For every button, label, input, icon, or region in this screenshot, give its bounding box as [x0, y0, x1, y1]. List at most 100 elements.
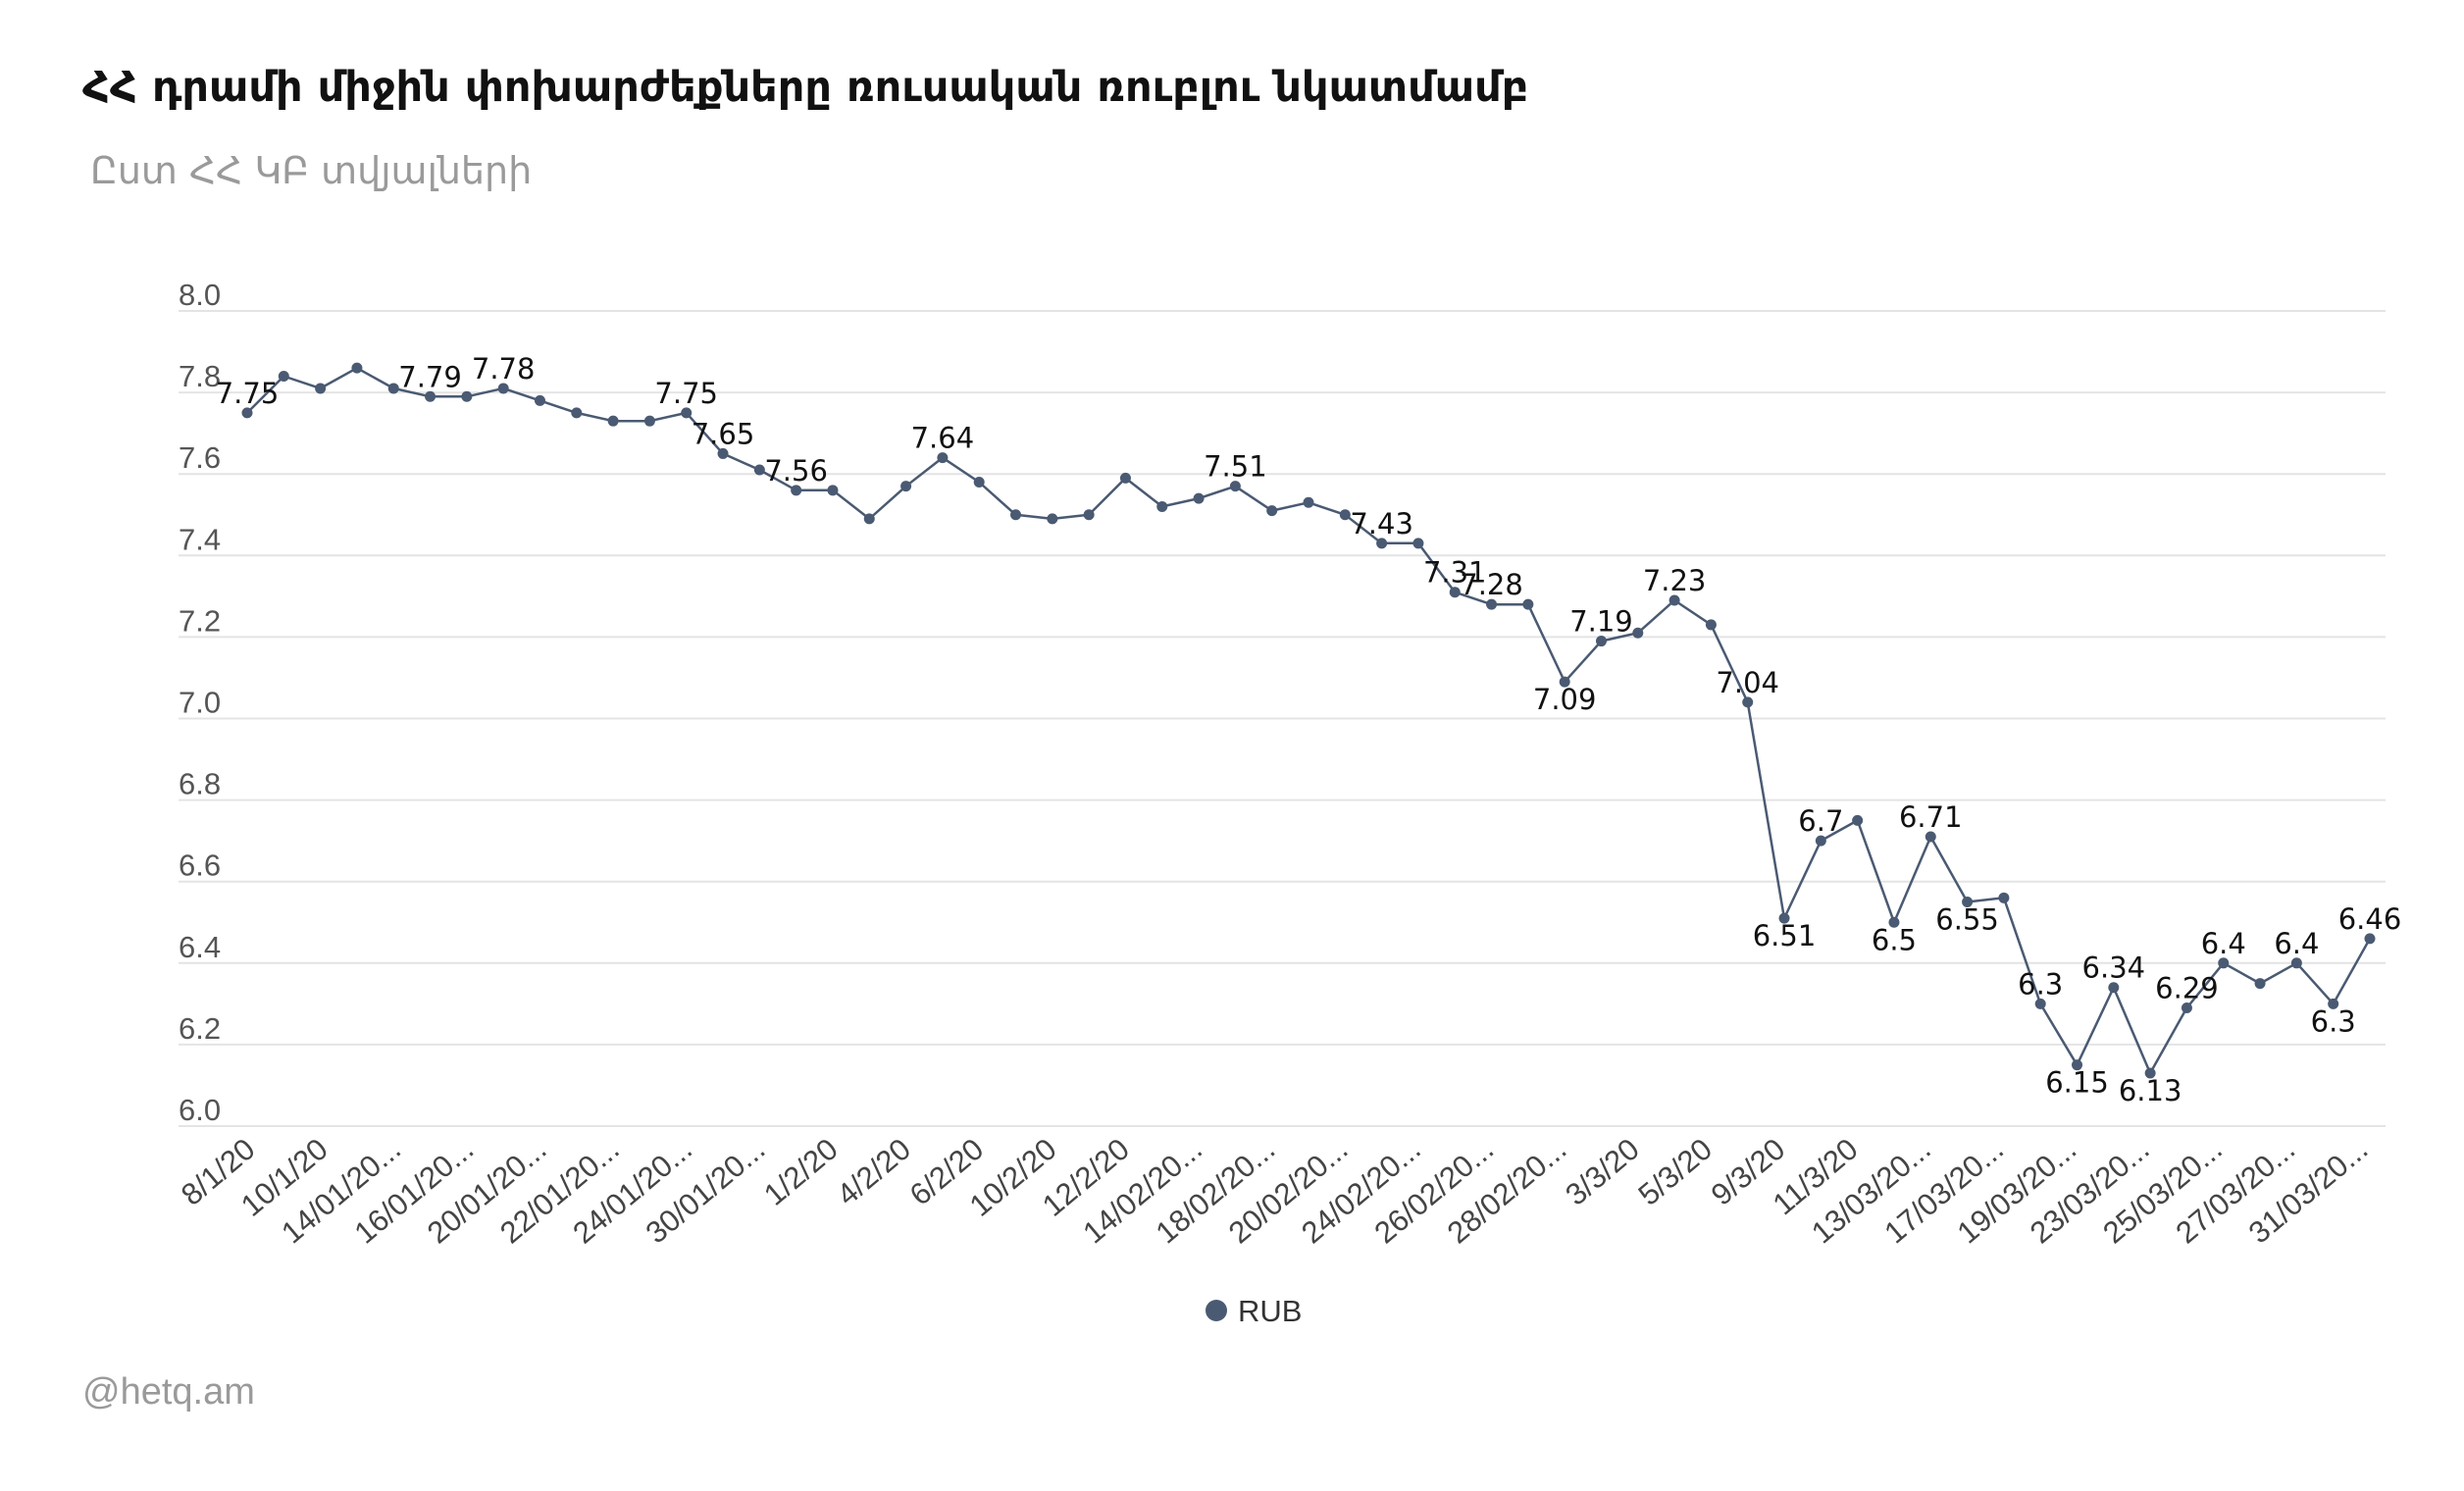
- y-tick-label: 6.6: [179, 848, 221, 883]
- data-point: [351, 362, 363, 374]
- data-label: 7.31: [1423, 556, 1487, 590]
- data-label: 6.29: [2155, 972, 2219, 1005]
- data-label: 7.23: [1643, 564, 1707, 597]
- data-label: 7.19: [1569, 605, 1633, 639]
- data-point: [1412, 538, 1424, 549]
- y-tick-label: 7.6: [179, 440, 221, 475]
- data-label: 7.79: [398, 360, 462, 393]
- data-point: [1668, 594, 1680, 606]
- data-point: [2218, 957, 2230, 969]
- data-point: [2144, 1067, 2156, 1079]
- data-point: [937, 452, 949, 464]
- x-tick-label: 1/2/20: [757, 1132, 845, 1212]
- data-point: [1852, 814, 1864, 826]
- data-label: 6.3: [2311, 1004, 2356, 1038]
- y-tick-label: 8.0: [179, 278, 221, 312]
- data-label: 6.55: [1935, 902, 1999, 936]
- data-point: [278, 370, 289, 382]
- data-label: 6.13: [2119, 1074, 2182, 1107]
- data-point: [717, 447, 729, 459]
- data-label: 7.65: [692, 417, 755, 450]
- x-tick-label: 5/3/20: [1631, 1132, 1719, 1212]
- data-point: [643, 415, 655, 427]
- data-point: [1559, 676, 1570, 688]
- y-tick-label: 7.8: [179, 359, 221, 393]
- data-label: 7.43: [1350, 507, 1413, 540]
- data-point: [241, 407, 253, 419]
- data-point: [2108, 982, 2120, 994]
- data-point: [1522, 598, 1534, 610]
- y-tick-label: 7.4: [179, 522, 221, 556]
- legend-marker-rub: [1206, 1300, 1227, 1321]
- y-tick-label: 6.0: [179, 1093, 221, 1127]
- data-point: [1925, 831, 1936, 843]
- data-label: 6.71: [1899, 800, 1963, 834]
- data-point: [1303, 496, 1314, 508]
- data-point: [1449, 587, 1461, 598]
- data-label: 7.75: [654, 377, 718, 410]
- data-point: [1742, 696, 1754, 708]
- y-tick-label: 7.2: [179, 603, 221, 638]
- data-point: [791, 485, 802, 496]
- y-tick-label: 6.8: [179, 767, 221, 801]
- data-point: [1010, 509, 1022, 521]
- data-label: 6.7: [1798, 804, 1843, 838]
- data-point: [1778, 912, 1790, 924]
- credit-text: @hetq.am: [82, 1371, 255, 1413]
- data-point: [2072, 1059, 2083, 1071]
- chart-title: ՀՀ դրամի միջին փոխարժեքները ռուսական ռու…: [82, 63, 1529, 112]
- x-tick-label: 3/3/20: [1559, 1132, 1646, 1212]
- data-label: 7.09: [1533, 683, 1597, 716]
- data-point: [900, 481, 912, 492]
- data-point: [1047, 513, 1058, 525]
- y-tick-label: 6.4: [179, 930, 221, 964]
- data-point: [1376, 538, 1388, 549]
- data-point: [1998, 892, 2010, 903]
- data-label: 7.51: [1204, 450, 1267, 484]
- data-point: [2181, 1003, 2192, 1014]
- data-label: 7.56: [764, 454, 828, 488]
- data-label: 7.28: [1460, 568, 1523, 601]
- data-label: 6.46: [2338, 902, 2402, 936]
- data-label: 6.3: [2018, 967, 2063, 1001]
- data-label: 6.4: [2201, 927, 2246, 960]
- data-point: [1815, 835, 1826, 847]
- data-point: [315, 383, 327, 394]
- data-point: [1486, 598, 1498, 610]
- data-point: [1962, 896, 1974, 907]
- x-tick-label: 4/2/20: [830, 1132, 917, 1212]
- data-point: [1156, 500, 1168, 512]
- data-point: [387, 383, 399, 394]
- data-point: [1595, 636, 1607, 647]
- data-label: 6.4: [2274, 927, 2319, 960]
- legend-label-rub: RUB: [1238, 1294, 1302, 1328]
- data-point: [2364, 933, 2376, 945]
- data-point: [2254, 978, 2266, 990]
- y-tick-label: 6.2: [179, 1011, 221, 1046]
- data-point: [2290, 957, 2302, 969]
- data-point: [973, 477, 985, 488]
- data-label: 7.78: [472, 352, 536, 386]
- data-label: 6.15: [2045, 1066, 2109, 1100]
- data-label: 6.34: [2082, 951, 2146, 985]
- data-point: [607, 415, 619, 427]
- data-label: 7.75: [216, 377, 280, 410]
- data-point: [753, 464, 765, 476]
- data-point: [571, 407, 583, 419]
- data-point: [1119, 472, 1131, 484]
- data-point: [1632, 627, 1644, 639]
- y-tick-label: 7.0: [179, 686, 221, 720]
- data-point: [1266, 505, 1278, 517]
- data-point: [1193, 492, 1205, 504]
- data-point: [1339, 509, 1351, 521]
- data-point: [497, 383, 509, 394]
- data-point: [1229, 481, 1241, 492]
- chart-subtitle: Ըստ ՀՀ ԿԲ տվյալների: [90, 149, 533, 192]
- data-label: 7.04: [1716, 666, 1779, 699]
- data-label: 7.64: [911, 422, 975, 455]
- data-label: 6.51: [1753, 919, 1817, 952]
- data-point: [827, 485, 839, 496]
- data-point: [1083, 509, 1095, 521]
- data-point: [1705, 619, 1717, 631]
